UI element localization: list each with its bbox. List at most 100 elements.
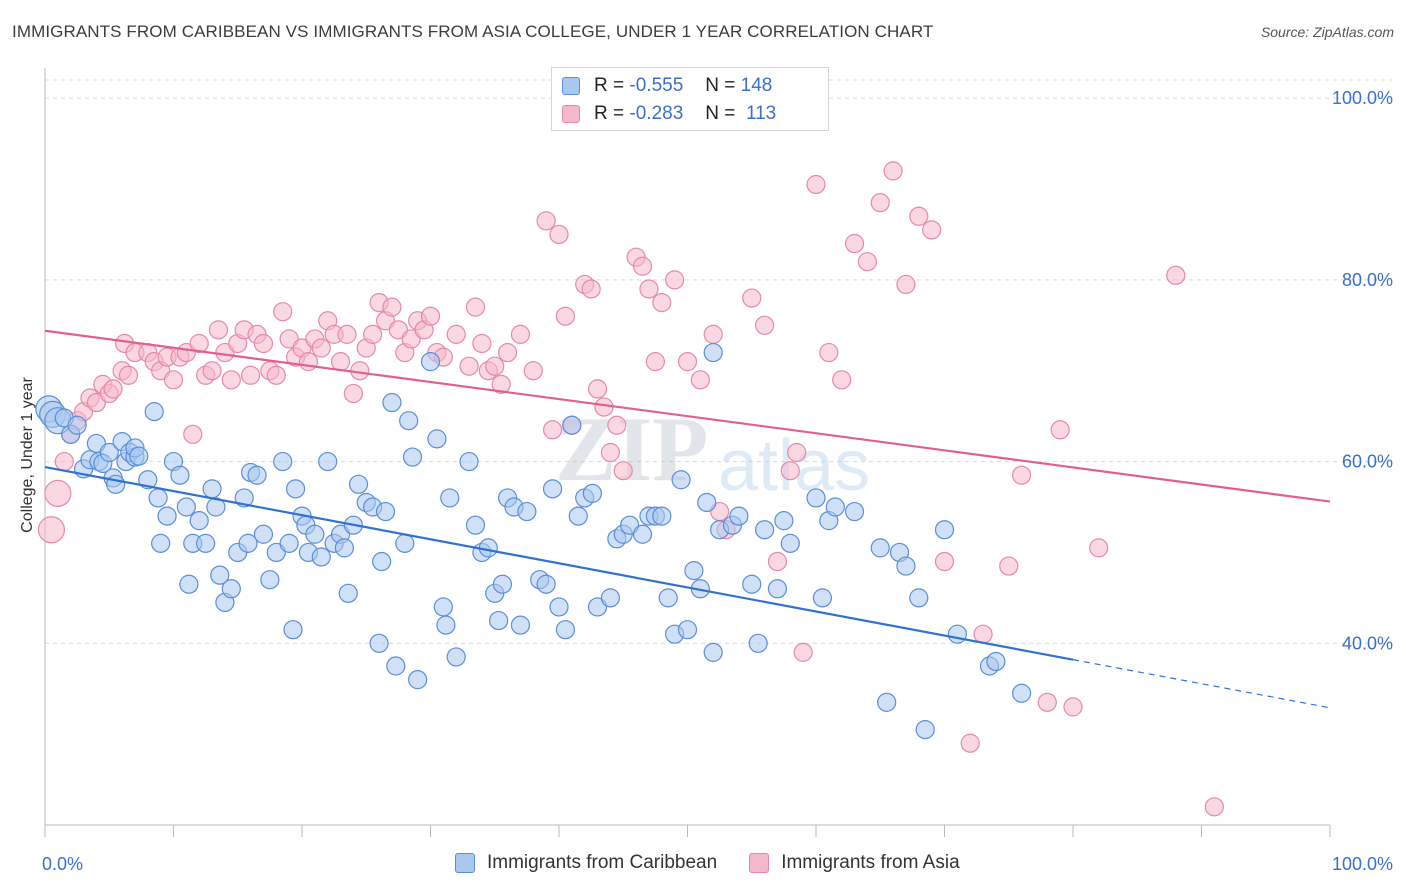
asia-point — [208, 320, 229, 340]
asia-point — [870, 193, 890, 213]
asia-point — [883, 161, 903, 181]
asia-point — [420, 306, 441, 326]
asia-point — [934, 551, 955, 572]
caribbean-point — [465, 515, 486, 535]
asia-point — [1204, 797, 1224, 817]
caribbean-point — [144, 402, 164, 422]
asia-point — [652, 292, 672, 313]
asia-point — [459, 356, 479, 376]
asia-point — [273, 302, 293, 322]
asia-point — [793, 642, 813, 662]
caribbean-point — [703, 342, 723, 363]
caribbean-point — [305, 524, 325, 544]
chart-title: IMMIGRANTS FROM CARIBBEAN VS IMMIGRANTS … — [12, 22, 934, 41]
caribbean-point — [658, 588, 678, 608]
caribbean-point — [697, 492, 717, 513]
asia-point — [221, 370, 241, 390]
caribbean-points — [35, 342, 1032, 740]
y-tick-label: 40.0% — [1342, 633, 1393, 653]
asia-point — [298, 352, 319, 372]
caribbean-point — [179, 574, 199, 594]
series-label-asia: Immigrants from Asia — [781, 852, 960, 873]
caribbean-point — [582, 483, 603, 503]
asia-point — [754, 315, 775, 335]
asia-point — [103, 379, 123, 399]
caribbean-point — [372, 551, 392, 572]
asia-point — [1037, 692, 1057, 712]
asia-point — [665, 270, 685, 290]
asia-point — [491, 374, 511, 394]
caribbean-point — [729, 506, 749, 526]
series-legend-asia: Immigrants from Asia — [749, 852, 960, 874]
asia-point — [639, 279, 659, 299]
legend-n-label: N = — [705, 75, 736, 96]
caribbean-point — [99, 442, 119, 463]
caribbean-point — [600, 588, 621, 608]
caribbean-point — [440, 488, 460, 508]
caribbean-point — [517, 501, 537, 522]
asia-point — [485, 356, 505, 376]
caribbean-point — [1011, 683, 1032, 703]
asia-point — [266, 365, 286, 385]
y-axis-label: College, Under 1 year — [19, 377, 36, 533]
caribbean-point — [369, 633, 389, 653]
asia-point — [767, 551, 788, 572]
asia-point — [787, 442, 807, 463]
asia-point — [780, 461, 800, 481]
caribbean-point — [780, 533, 800, 553]
asia-point — [472, 333, 492, 354]
asia-point — [253, 333, 274, 354]
caribbean-point — [703, 642, 723, 662]
legend-swatch-caribbean — [562, 77, 580, 95]
asia-point — [1166, 265, 1186, 285]
caribbean-point — [492, 574, 513, 594]
legend-swatch-asia — [562, 105, 580, 123]
caribbean-point — [459, 451, 479, 472]
caribbean-point — [806, 488, 826, 508]
caribbean-point — [348, 474, 369, 494]
asia-point — [465, 297, 486, 317]
caribbean-point — [542, 479, 563, 499]
caribbean-point — [318, 451, 338, 472]
y-tick-label: 100.0% — [1332, 88, 1393, 108]
legend-n-value: 113 — [745, 103, 777, 124]
caribbean-point — [202, 479, 222, 499]
asia-point — [183, 424, 203, 444]
caribbean-trend-extension — [1072, 659, 1331, 709]
caribbean-point — [562, 415, 582, 435]
caribbean-point — [742, 574, 762, 594]
asia-point — [600, 442, 621, 463]
caribbean-point — [844, 501, 865, 522]
caribbean-point — [402, 447, 423, 467]
caribbean-point — [273, 451, 293, 472]
asia-point — [909, 206, 929, 226]
asia-trend-line — [44, 329, 1331, 503]
caribbean-point — [247, 465, 267, 485]
caribbean-point — [176, 497, 196, 517]
tick-labels: 40.0% 60.0% 80.0% 100.0% 0.0% 100.0% — [42, 88, 1393, 874]
x-tick-label: 0.0% — [42, 854, 83, 874]
caribbean-point — [311, 547, 331, 567]
caribbean-point — [189, 511, 209, 531]
legend-r-value: -0.283 — [629, 103, 684, 124]
caribbean-point — [253, 524, 274, 544]
asia-point — [594, 397, 614, 417]
asia-point — [330, 352, 351, 372]
caribbean-point — [129, 446, 149, 466]
series-legend-caribbean: Immigrants from Caribbean — [455, 852, 717, 874]
asia-point — [613, 461, 633, 481]
caribbean-point — [157, 506, 177, 526]
asia-point — [382, 297, 402, 317]
caribbean-point — [210, 565, 230, 585]
asia-point — [832, 370, 852, 390]
caribbean-point — [934, 520, 955, 540]
caribbean-point — [812, 588, 833, 608]
y-tick-label: 80.0% — [1342, 270, 1393, 290]
caribbean-point — [427, 429, 447, 449]
caribbean-point — [408, 670, 428, 690]
asia-point — [645, 352, 665, 372]
asia-point — [607, 415, 627, 435]
caribbean-point — [677, 620, 698, 640]
caribbean-point — [196, 533, 216, 553]
asia-point — [632, 256, 653, 276]
